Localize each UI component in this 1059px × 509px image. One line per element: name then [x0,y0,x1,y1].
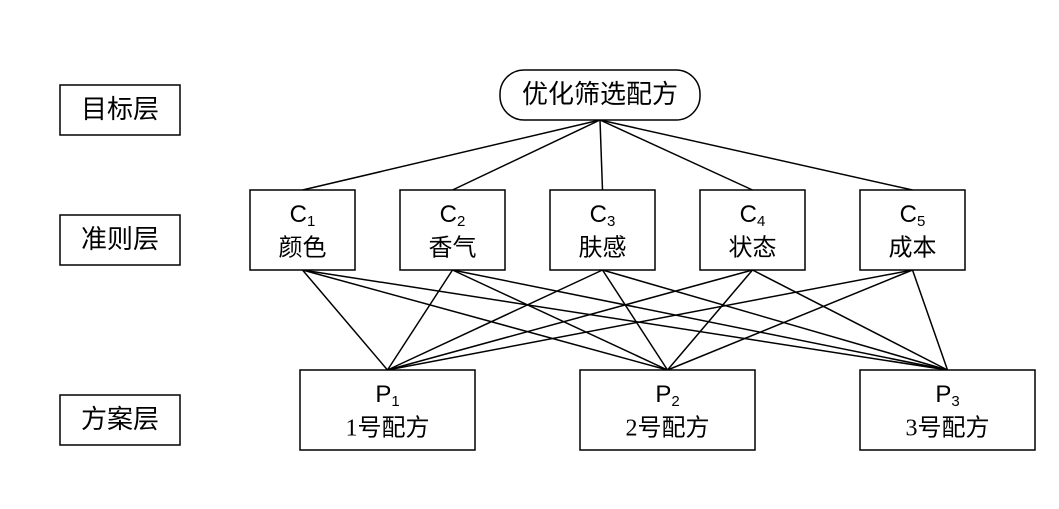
edges-goal-criteria [303,120,913,190]
svg-text:优化筛选配方: 优化筛选配方 [522,80,678,109]
svg-text:颜色: 颜色 [279,235,327,262]
criterion-c4: C4状态 [700,190,805,270]
plan-p1: P11号配方 [300,370,475,450]
svg-text:3号配方: 3号配方 [906,415,990,442]
criterion-c2: C2香气 [400,190,505,270]
criterion-c1: C1颜色 [250,190,355,270]
layer-label-crit: 准则层 [60,215,180,265]
svg-text:目标层: 目标层 [81,95,159,124]
svg-text:成本: 成本 [889,235,937,262]
layer-label-plan: 方案层 [60,395,180,445]
goal-node: 优化筛选配方 [500,70,700,120]
svg-text:2号配方: 2号配方 [626,415,710,442]
criterion-c3: C3肤感 [550,190,655,270]
svg-text:准则层: 准则层 [81,225,159,254]
plan-p2: P22号配方 [580,370,755,450]
hierarchy-diagram: 目标层准则层方案层 优化筛选配方 C1颜色 C2香气 C3肤感 C4状态 C5成本 P11号配… [0,0,1059,509]
edges-criteria-plans [303,270,948,370]
svg-text:香气: 香气 [429,235,477,262]
svg-text:状态: 状态 [729,235,777,262]
svg-text:1号配方: 1号配方 [346,415,430,442]
layer-label-goal: 目标层 [60,85,180,135]
svg-text:肤感: 肤感 [579,235,627,262]
criterion-c5: C5成本 [860,190,965,270]
plan-p3: P33号配方 [860,370,1035,450]
svg-text:方案层: 方案层 [81,405,159,434]
